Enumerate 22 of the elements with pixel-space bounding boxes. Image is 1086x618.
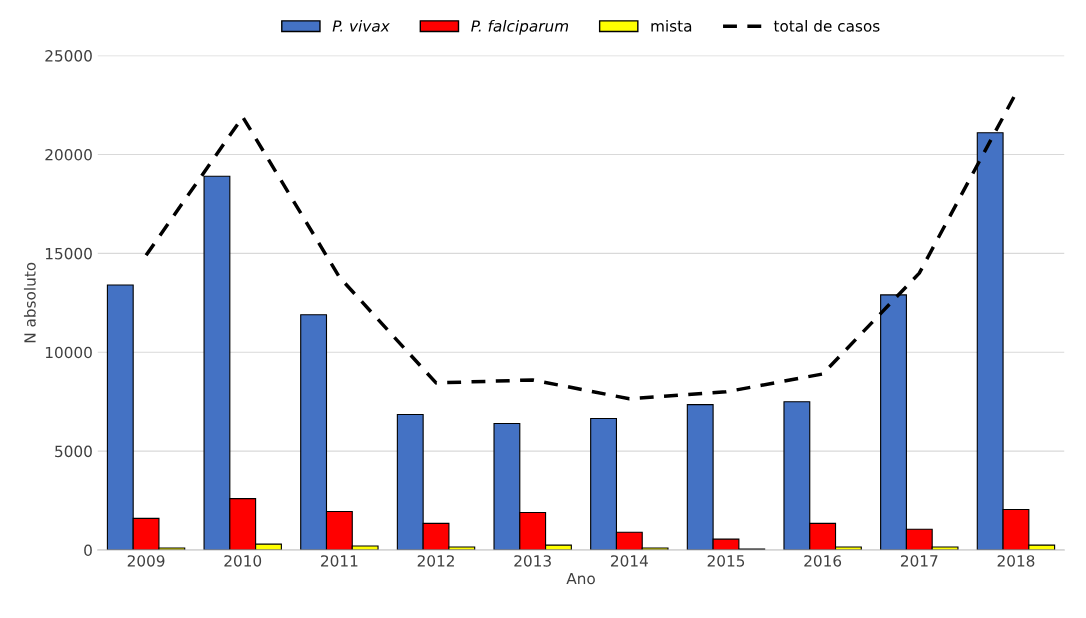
y-tick-label: 20000 bbox=[45, 148, 92, 161]
y-tick-label: 15000 bbox=[45, 247, 92, 260]
legend-label: P. vivax bbox=[332, 19, 390, 32]
x-axis-title: Ano bbox=[566, 572, 595, 585]
x-tick-label: 2017 bbox=[900, 555, 938, 567]
legend-label: mista bbox=[651, 19, 692, 32]
y-tick-label: 5000 bbox=[55, 445, 92, 458]
y-tick-label: 10000 bbox=[45, 346, 92, 359]
x-tick-label: 2014 bbox=[611, 555, 648, 567]
y-tick-label: 25000 bbox=[45, 50, 92, 62]
legend-label: P. falciparum bbox=[471, 19, 569, 35]
x-tick-label: 2011 bbox=[321, 555, 358, 567]
x-tick-label: 2012 bbox=[417, 555, 454, 567]
x-tick-label: 2018 bbox=[997, 555, 1035, 567]
y-axis-title: N absoluto bbox=[23, 262, 36, 343]
x-tick-label: 2013 bbox=[514, 555, 551, 567]
x-tick-label: 2016 bbox=[804, 555, 842, 567]
y-tick-label: 0 bbox=[84, 544, 92, 557]
x-tick-label: 2009 bbox=[127, 555, 165, 567]
x-tick-label: 2010 bbox=[224, 555, 262, 567]
x-tick-label: 2015 bbox=[707, 555, 745, 567]
legend-label: total de casos bbox=[773, 19, 880, 32]
